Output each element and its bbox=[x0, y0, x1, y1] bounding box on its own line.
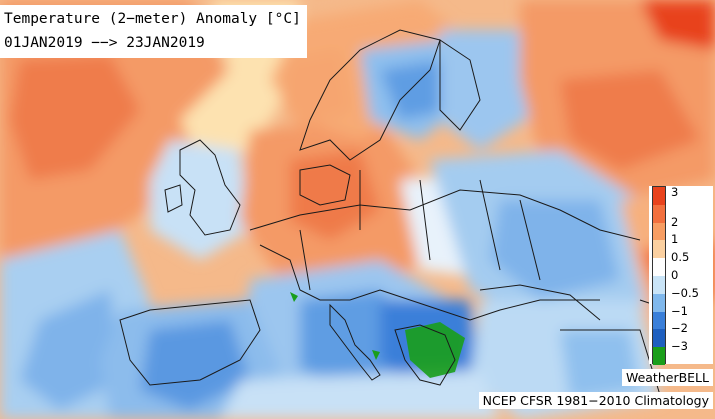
climatology-label: NCEP CFSR 1981−2010 Climatology bbox=[478, 392, 713, 409]
legend-swatch bbox=[653, 329, 665, 348]
legend-tick-label: 2 bbox=[671, 214, 679, 229]
legend-tick-label: 0.5 bbox=[671, 250, 690, 265]
legend-swatch bbox=[653, 204, 665, 223]
map-title: Temperature (2−meter) Anomaly [°C] 01JAN… bbox=[0, 5, 307, 58]
color-legend: 3 2 1 0.5 0 −0.5 −1 −2 −3 bbox=[649, 185, 713, 365]
legend-tick-label: −2 bbox=[671, 321, 688, 336]
title-line-2: 01JAN2019 −−> 23JAN2019 bbox=[4, 35, 205, 51]
legend-tick-label: −3 bbox=[671, 339, 688, 354]
legend-swatch bbox=[653, 311, 665, 330]
legend-swatch bbox=[653, 347, 665, 365]
legend-swatch bbox=[653, 293, 665, 312]
legend-swatch bbox=[653, 258, 665, 276]
brand-label: WeatherBELL bbox=[621, 369, 713, 386]
legend-tick-label: 1 bbox=[671, 232, 679, 247]
legend-tick-label: −1 bbox=[671, 303, 688, 318]
legend-swatch bbox=[653, 240, 665, 259]
legend-tick-label: −0.5 bbox=[671, 285, 699, 300]
legend-tick-label: 3 bbox=[671, 185, 679, 199]
legend-swatch bbox=[653, 187, 665, 205]
legend-tick-label: 0 bbox=[671, 268, 679, 282]
legend-swatch bbox=[653, 275, 665, 294]
legend-colorbar bbox=[652, 186, 666, 365]
legend-swatch bbox=[653, 222, 665, 241]
title-line-1: Temperature (2−meter) Anomaly [°C] bbox=[4, 11, 301, 27]
